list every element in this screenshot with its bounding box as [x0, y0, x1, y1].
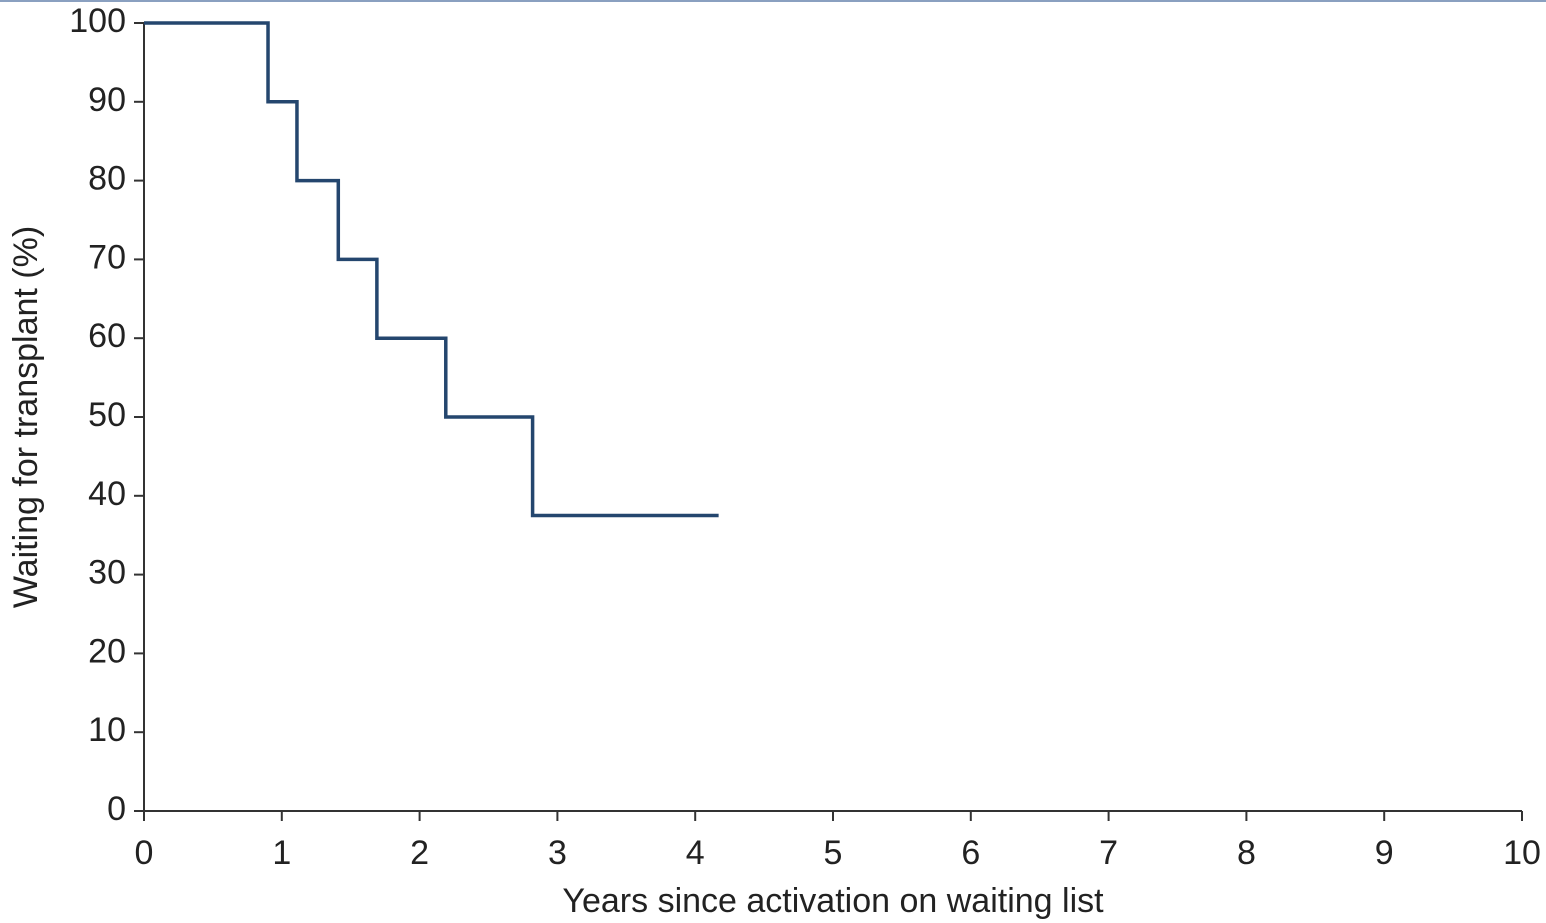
x-tick-label: 5 [824, 834, 843, 872]
survival-line [144, 21, 719, 518]
y-tick-label: 40 [88, 475, 126, 513]
y-tick-label: 10 [88, 711, 126, 749]
x-tick-label: 3 [548, 834, 567, 872]
x-tick-label: 7 [1099, 834, 1118, 872]
y-tick-label: 100 [69, 2, 126, 40]
x-tick-label: 2 [410, 834, 429, 872]
x-tick-label: 1 [272, 834, 291, 872]
y-axis-label: Waiting for transplant (%) [7, 226, 45, 608]
y-tick-label: 90 [88, 81, 126, 119]
x-tick-label: 8 [1237, 834, 1256, 872]
x-tick-label: 10 [1503, 834, 1541, 872]
y-tick-label: 20 [88, 632, 126, 670]
y-tick-label: 0 [107, 790, 126, 828]
x-axis-label: Years since activation on waiting list [562, 882, 1104, 920]
y-tick-label: 50 [88, 396, 126, 434]
y-tick-label: 60 [88, 317, 126, 355]
y-tick-label: 30 [88, 554, 126, 592]
x-tick-label: 9 [1375, 834, 1394, 872]
x-tick-label: 4 [686, 834, 705, 872]
x-tick-label: 0 [135, 834, 154, 872]
x-tick-label: 6 [961, 834, 980, 872]
y-tick-label: 70 [88, 238, 126, 276]
y-tick-label: 80 [88, 160, 126, 198]
